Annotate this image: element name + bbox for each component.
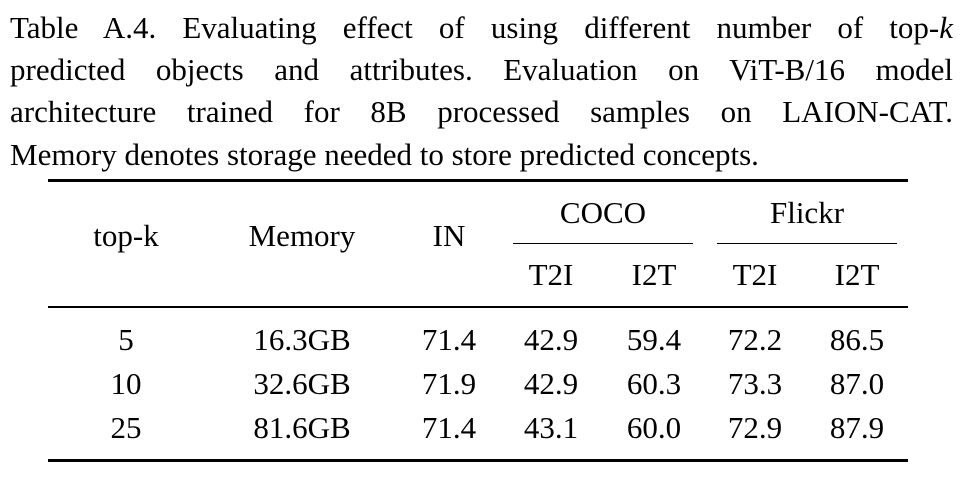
caption-text: Memory denotes storage needed to store p… [10, 137, 759, 172]
group-rule [513, 243, 693, 244]
caption-line: Table A.4. Evaluating effect of using di… [10, 10, 953, 46]
header-cell: Memory [248, 218, 356, 253]
table-cell: 87.9 [829, 410, 885, 445]
table-cell: 42.9 [523, 366, 579, 401]
table-cell: 16.3GB [253, 322, 351, 357]
mid-rule [48, 306, 908, 308]
table-cell: 71.4 [421, 410, 477, 445]
table-cell: 72.2 [727, 322, 783, 357]
sub-header: I2T [631, 257, 677, 292]
group-header: Flickr [769, 195, 845, 230]
table-cell: 60.3 [626, 366, 682, 401]
table-cell: 10 [110, 366, 142, 401]
table-cell: 86.5 [829, 322, 885, 357]
table-cell: 87.0 [829, 366, 885, 401]
table-cell: 59.4 [626, 322, 682, 357]
group-rule [717, 243, 897, 244]
caption-line: predicted objects and attributes. Evalua… [10, 52, 953, 88]
table-cell: 25 [110, 410, 142, 445]
table-cell: 43.1 [523, 410, 579, 445]
table-cell: 42.9 [523, 322, 579, 357]
caption-text: Table A.4. Evaluating effect of using di… [10, 10, 940, 45]
top-rule [48, 179, 908, 182]
caption-line: architecture trained for 8B processed sa… [10, 94, 953, 130]
table-cell: 71.4 [421, 322, 477, 357]
table-cell: 5 [118, 322, 134, 357]
table-cell: 32.6GB [253, 366, 351, 401]
group-header: COCO [559, 195, 647, 230]
bottom-rule [48, 459, 908, 462]
table-cell: 71.9 [421, 366, 477, 401]
table-cell: 73.3 [727, 366, 783, 401]
sub-header: T2I [732, 257, 778, 292]
table-cell: 81.6GB [253, 410, 351, 445]
caption-variable: k [939, 10, 953, 45]
sub-header: I2T [834, 257, 880, 292]
sub-header: T2I [528, 257, 574, 292]
table-cell: 72.9 [727, 410, 783, 445]
caption-text: predicted objects and attributes. Evalua… [10, 52, 953, 87]
header-cell: top-k [93, 218, 159, 253]
caption-text: architecture trained for 8B processed sa… [10, 94, 953, 129]
caption-line: Memory denotes storage needed to store p… [10, 137, 953, 173]
table-cell: 60.0 [626, 410, 682, 445]
header-cell: IN [432, 218, 466, 253]
